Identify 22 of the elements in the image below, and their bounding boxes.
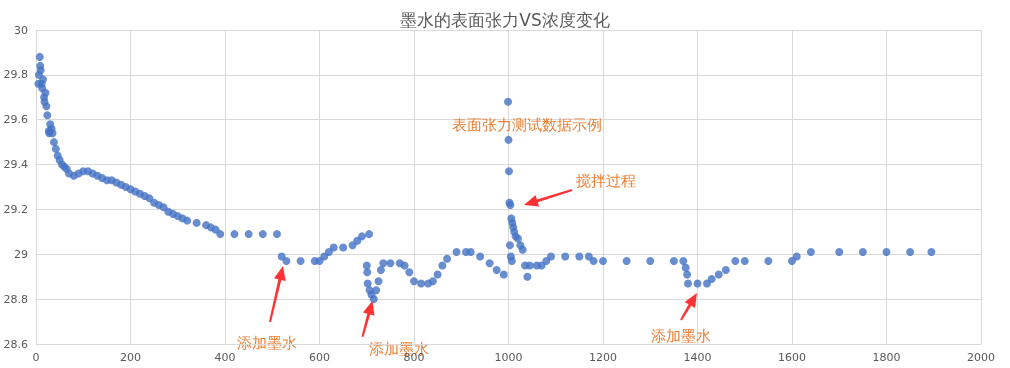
annotation: 搅拌过程: [576, 172, 636, 190]
x-tick-label: 200: [120, 351, 141, 364]
x-tick-label: 400: [214, 351, 236, 364]
x-tick-label: 1200: [589, 351, 617, 364]
y-tick-label: 29.4: [3, 158, 28, 172]
y-tick-label: 29.6: [3, 113, 28, 127]
x-tick-label: 2000: [967, 351, 995, 364]
x-tick-label: 0: [32, 351, 40, 364]
x-tick-label: 1400: [683, 351, 712, 364]
y-tick-label: 30: [14, 23, 28, 37]
y-tick-label: 29.2: [3, 202, 28, 216]
annotation: 表面张力测试数据示例: [452, 116, 602, 134]
y-tick-label: 29: [14, 247, 28, 261]
x-tick-label: 1000: [494, 351, 523, 364]
x-tick-label: 1800: [872, 351, 901, 364]
chart-title: 墨水的表面张力VS浓度变化: [400, 9, 610, 30]
y-tick-label: 29.8: [3, 68, 28, 82]
x-tick-label: 600: [309, 351, 330, 364]
x-tick-label: 1600: [778, 351, 806, 364]
y-tick-label: 28.8: [3, 292, 28, 306]
y-tick-label: 28.6: [3, 337, 28, 351]
annotation: 添加墨水: [651, 327, 711, 345]
